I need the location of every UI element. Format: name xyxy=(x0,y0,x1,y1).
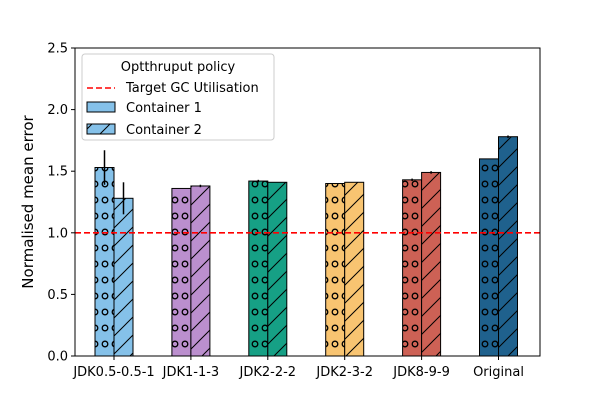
legend-title: Optthruput policy xyxy=(121,60,236,75)
x-tick-label: JDK2-2-2 xyxy=(239,365,297,380)
legend-label-container-2: Container 2 xyxy=(126,123,202,138)
error-bars-group xyxy=(103,135,509,215)
bar-2-jdk2-3-2-hatch xyxy=(344,181,365,357)
legend: Optthruput policy Target GC Utilisation … xyxy=(81,53,275,141)
y-axis-label: Normalised mean error xyxy=(19,114,37,288)
bar-2-jdk0-5-0-5-1-hatch xyxy=(113,197,134,357)
bars-group xyxy=(94,136,518,357)
legend-box xyxy=(81,53,275,141)
bar-1-jdk2-2-2-hatch xyxy=(248,180,269,357)
x-axis: JDK0.5-0.5-1 JDK1-1-3 JDK2-2-2 JDK2-3-2 JDK8… xyxy=(72,356,524,380)
legend-swatch-container-2-hatch xyxy=(87,124,115,134)
y-tick-label: 2.5 xyxy=(47,42,68,57)
y-tick-label: 1.5 xyxy=(47,165,68,180)
bar-1-jdk8-9-9-hatch xyxy=(402,179,423,357)
y-tick-label: 1.0 xyxy=(47,226,68,241)
bar-2-jdk8-9-9-hatch xyxy=(421,171,442,357)
bar-1-original-hatch xyxy=(479,158,499,357)
bar-1-jdk2-3-2-hatch xyxy=(325,183,346,357)
x-tick-label: JDK8-9-9 xyxy=(392,365,450,380)
bar-1-jdk0-5-0-5-1-hatch xyxy=(94,167,115,357)
plot-frame xyxy=(74,47,541,357)
x-tick-label: JDK0.5-0.5-1 xyxy=(72,365,154,380)
y-tick-label: 0.5 xyxy=(47,288,68,303)
bar-2-original-hatch xyxy=(498,136,518,357)
bar-2-jdk1-1-3-hatch xyxy=(190,185,211,357)
y-axis: 0.0 0.5 1.0 1.5 2.0 2.5 xyxy=(47,42,75,365)
x-tick-label: Original xyxy=(473,365,524,380)
legend-label-target: Target GC Utilisation xyxy=(125,81,259,96)
x-tick-label: JDK2-3-2 xyxy=(315,365,373,380)
y-tick-label: 2.0 xyxy=(47,103,68,118)
legend-label-container-1: Container 1 xyxy=(126,101,202,116)
bar-2-jdk2-2-2-hatch xyxy=(267,181,288,357)
x-tick-label: JDK1-1-3 xyxy=(162,365,220,380)
legend-swatch-container-1 xyxy=(86,101,116,113)
y-tick-label: 0.0 xyxy=(47,350,68,365)
bar-1-jdk1-1-3-hatch xyxy=(171,187,192,357)
